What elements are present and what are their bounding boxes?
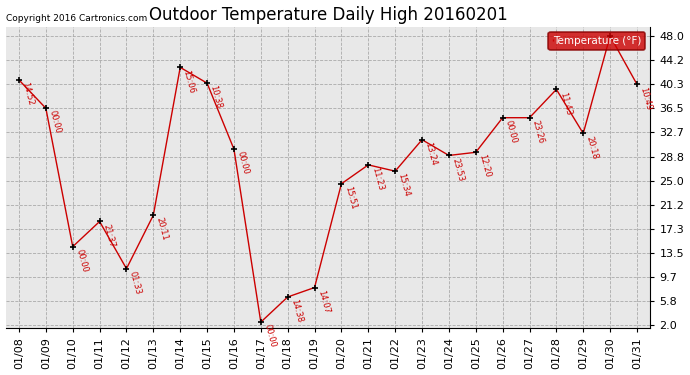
Text: 14:07: 14:07 (316, 289, 331, 314)
Text: Copyright 2016 Cartronics.com: Copyright 2016 Cartronics.com (6, 15, 147, 24)
Title: Outdoor Temperature Daily High 20160201: Outdoor Temperature Daily High 20160201 (148, 6, 507, 24)
Text: 11:43: 11:43 (558, 91, 573, 116)
Text: 00:00: 00:00 (74, 248, 89, 273)
Text: 15:51: 15:51 (343, 185, 357, 210)
Text: 00:00: 00:00 (262, 324, 277, 349)
Text: 20:11: 20:11 (155, 217, 170, 242)
Text: 15:06: 15:06 (181, 69, 197, 94)
Text: 12:20: 12:20 (477, 154, 492, 179)
Text: 00:00: 00:00 (504, 119, 519, 144)
Text: 14:52: 14:52 (21, 81, 35, 106)
Text: 00:00: 00:00 (235, 150, 250, 176)
Text: 23:26: 23:26 (531, 119, 546, 145)
Text: 00:00: 00:00 (47, 110, 62, 135)
Text: 21:37: 21:37 (101, 223, 116, 248)
Text: 10:49: 10:49 (638, 86, 653, 111)
Text: 14:38: 14:38 (289, 298, 304, 324)
Text: 10:38: 10:38 (208, 84, 224, 110)
Text: 11:23: 11:23 (370, 166, 384, 192)
Text: 23:53: 23:53 (451, 157, 465, 182)
Text: 01:33: 01:33 (128, 270, 143, 296)
Text: 20:18: 20:18 (584, 135, 600, 160)
Legend: Temperature (°F): Temperature (°F) (549, 32, 645, 50)
Text: 15:34: 15:34 (397, 172, 411, 198)
Text: 13:24: 13:24 (424, 141, 438, 166)
